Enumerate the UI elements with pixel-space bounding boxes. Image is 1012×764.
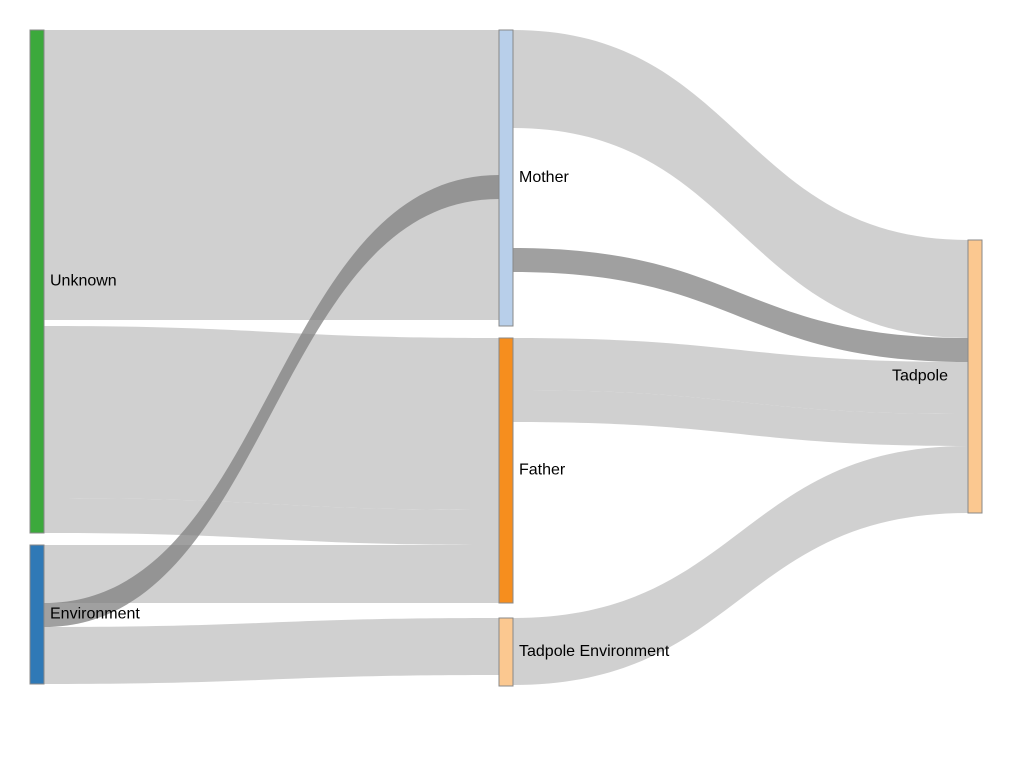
node-label-father: Father bbox=[519, 462, 566, 479]
link-environment-to-tadpole_env bbox=[44, 618, 499, 684]
node-unknown bbox=[30, 30, 44, 533]
node-tadpole_env bbox=[499, 618, 513, 686]
node-label-tadpole_env: Tadpole Environment bbox=[519, 643, 670, 660]
node-environment bbox=[30, 545, 44, 684]
node-mother bbox=[499, 30, 513, 326]
node-tadpole bbox=[968, 240, 982, 513]
link-mother-to-tadpole bbox=[513, 30, 968, 338]
node-label-tadpole: Tadpole bbox=[892, 368, 948, 385]
sankey-diagram: Unknown Environment Mother Father Tadpole En… bbox=[0, 0, 1012, 764]
node-father bbox=[499, 338, 513, 603]
node-label-mother: Mother bbox=[519, 169, 569, 186]
node-label-unknown: Unknown bbox=[50, 273, 117, 290]
link-unknown-to-father bbox=[44, 326, 499, 510]
node-label-environment: Environment bbox=[50, 606, 140, 623]
